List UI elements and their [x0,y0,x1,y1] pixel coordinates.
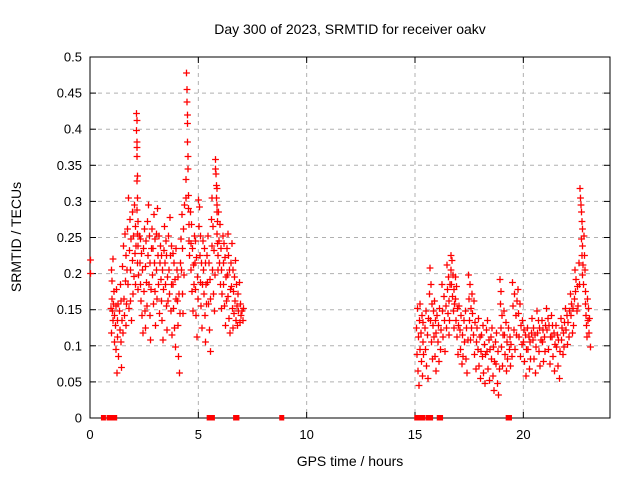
zero-line-marker [100,415,106,421]
zero-line-marker [438,415,444,421]
zero-line-marker [112,415,118,421]
y-tick-label: 0.5 [64,50,82,65]
zero-line-marker [506,415,512,421]
y-axis-label: SRMTID / TECUs [8,182,24,292]
tick-labels: 0 5 10 15 20 0 0.05 0.1 0.15 0.2 0.25 0.3 0.35 0.4 0.4… [57,50,531,443]
zero-line-marker [209,415,215,421]
chart-title: Day 300 of 2023, SRMTID for receiver oak… [214,21,486,37]
x-tick-label: 5 [195,427,202,442]
scatter-plus-markers [87,69,594,399]
x-tick-label: 20 [516,427,530,442]
zero-line-marker [420,415,426,421]
y-tick-label: 0.15 [57,302,82,317]
x-tick-label: 0 [86,427,93,442]
zero-line-marker [428,415,434,421]
zero-line-marker [279,415,285,421]
y-tick-label: 0.1 [64,338,82,353]
y-tick-label: 0 [75,411,82,426]
x-axis-label: GPS time / hours [297,453,404,469]
zero-line-marker [106,415,112,421]
grid-lines [90,57,610,418]
zero-line-marker [234,415,240,421]
x-tick-label: 15 [408,427,422,442]
y-tick-label: 0.4 [64,122,82,137]
y-tick-label: 0.45 [57,86,82,101]
y-tick-label: 0.25 [57,230,82,245]
data-points [87,69,594,421]
y-tick-label: 0.2 [64,266,82,281]
y-tick-label: 0.05 [57,374,82,389]
y-tick-label: 0.3 [64,194,82,209]
x-tick-label: 10 [299,427,313,442]
y-tick-label: 0.35 [57,158,82,173]
